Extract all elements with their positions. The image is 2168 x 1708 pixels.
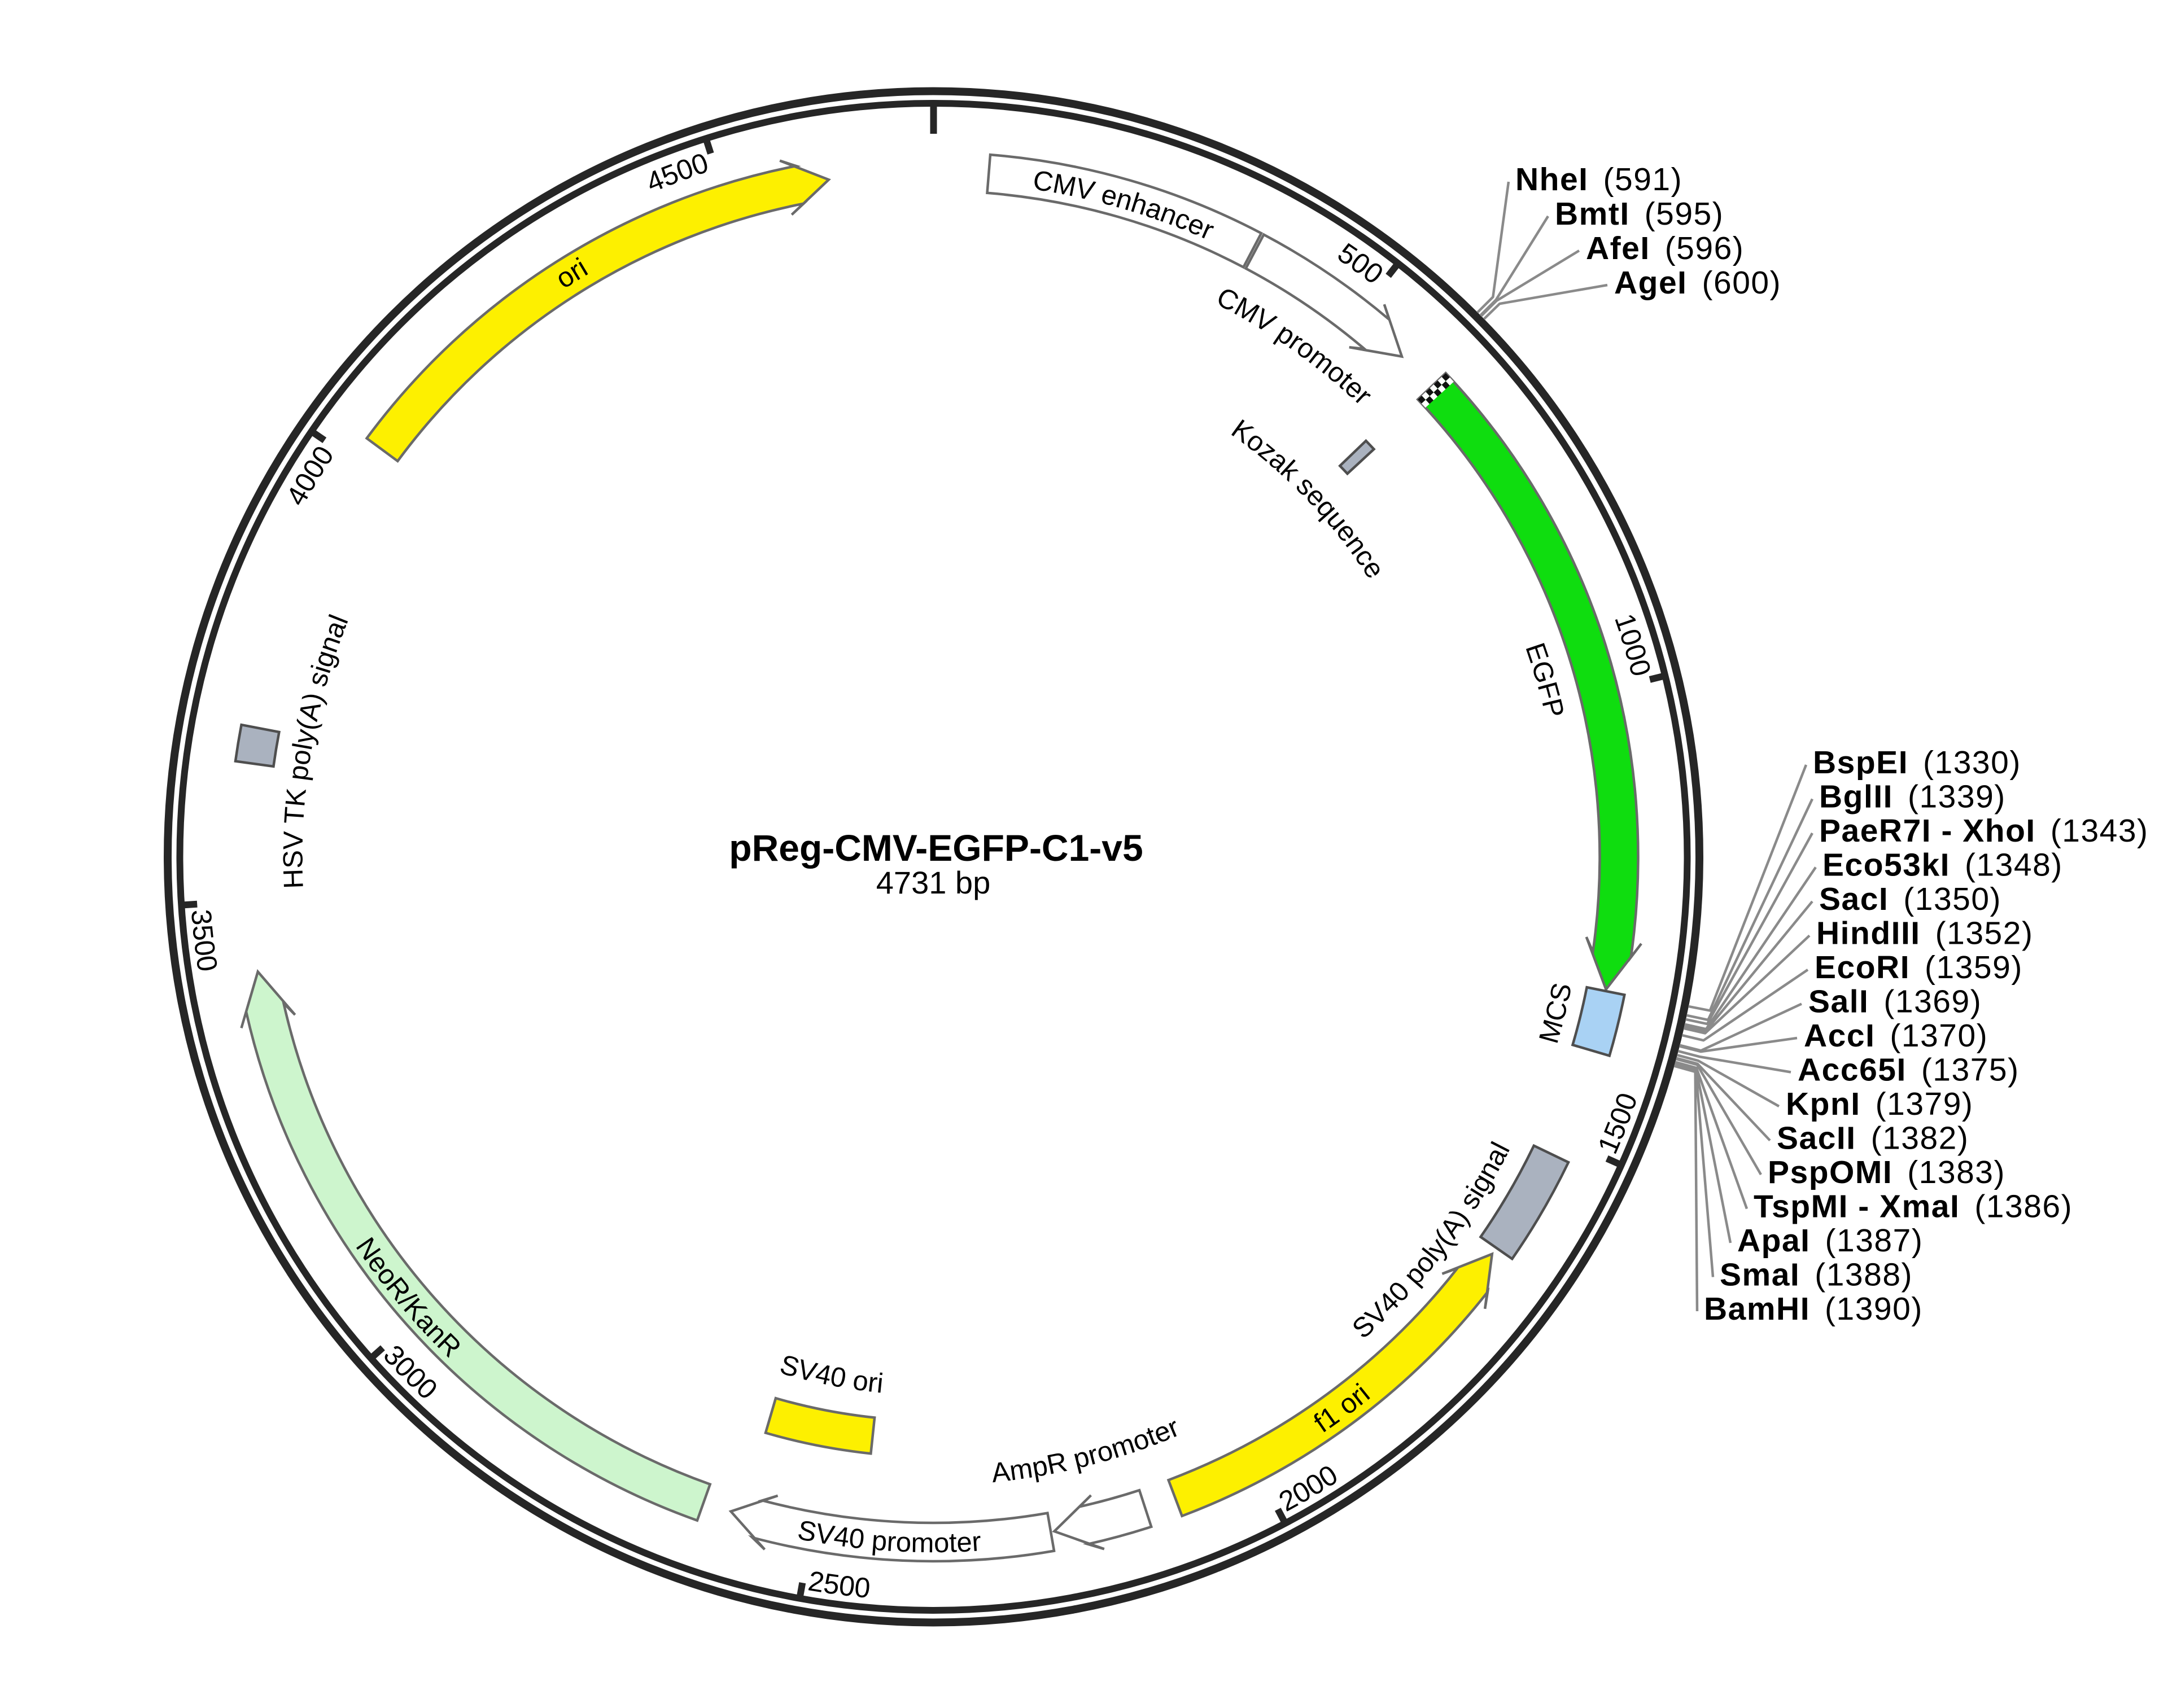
svg-text:3500: 3500 [185, 908, 224, 974]
svg-text:Eco53kI(1348): Eco53kI (1348) [1822, 847, 2063, 883]
svg-text:TspMI - XmaI(1386): TspMI - XmaI (1386) [1754, 1189, 2073, 1225]
svg-text:BmtI(595): BmtI (595) [1555, 196, 1724, 232]
svg-text:KpnI(1379): KpnI (1379) [1786, 1086, 1973, 1122]
svg-text:AccI(1370): AccI (1370) [1804, 1018, 1988, 1054]
svg-text:EcoRI(1359): EcoRI (1359) [1815, 949, 2023, 986]
svg-text:BglII(1339): BglII (1339) [1819, 779, 2006, 815]
svg-text:HindIII(1352): HindIII (1352) [1816, 916, 2033, 952]
svg-text:ApaI(1387): ApaI (1387) [1737, 1223, 1923, 1259]
svg-text:AgeI(600): AgeI (600) [1614, 265, 1781, 301]
svg-text:Acc65I(1375): Acc65I (1375) [1798, 1052, 2020, 1088]
svg-text:SacI(1350): SacI (1350) [1819, 881, 2001, 917]
svg-text:SmaI(1388): SmaI (1388) [1720, 1257, 1913, 1293]
svg-text:AfeI(596): AfeI (596) [1586, 230, 1744, 266]
svg-text:4731 bp: 4731 bp [876, 865, 990, 900]
svg-text:PspOMI(1383): PspOMI (1383) [1768, 1154, 2005, 1190]
svg-text:SalI(1369): SalI (1369) [1808, 984, 1982, 1020]
svg-text:BamHI(1390): BamHI (1390) [1704, 1291, 1923, 1327]
svg-text:PaeR7I - XhoI(1343): PaeR7I - XhoI (1343) [1819, 813, 2149, 849]
svg-text:NheI(591): NheI (591) [1515, 161, 1682, 198]
svg-text:BspEI(1330): BspEI (1330) [1813, 744, 2021, 781]
svg-text:pReg-CMV-EGFP-C1-v5: pReg-CMV-EGFP-C1-v5 [729, 827, 1143, 869]
svg-text:SacII(1382): SacII (1382) [1777, 1120, 1969, 1157]
